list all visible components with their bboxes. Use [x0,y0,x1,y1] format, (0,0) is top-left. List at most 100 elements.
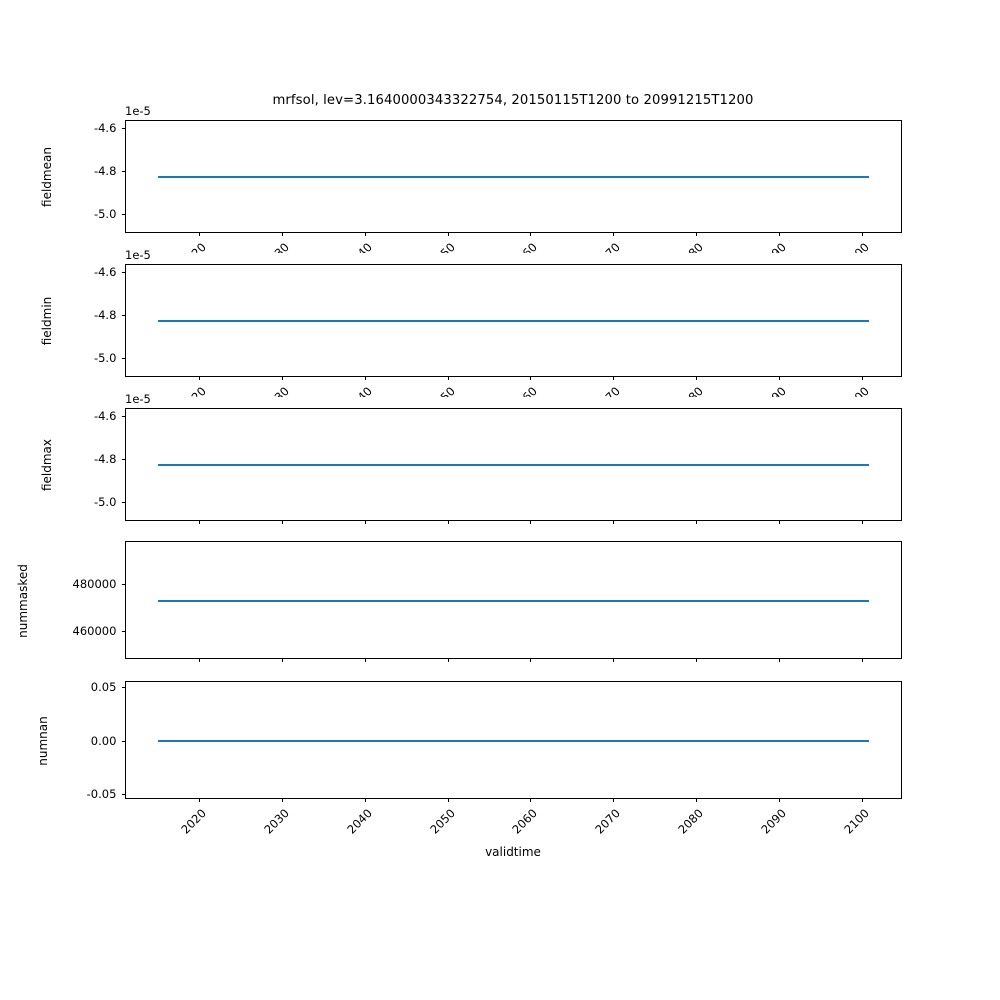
xtick-mark: 2070 [592,658,623,696]
xtick-mark: 2030 [261,658,292,696]
axes-overlap-mask [125,529,902,541]
offset-text-fieldmax: 1e-5 [125,392,151,406]
xtick-mark: 2050 [427,798,458,836]
plot-area-numnan [126,682,901,798]
ylabel-fieldmin: fieldmin [40,296,54,346]
subplot-fieldmin: 1e-5 fieldmin -4.6 -4.8 -5.0 2020 2030 2… [40,248,902,414]
series-line-nummasked [158,600,869,603]
ytick-mark: -4.8 [94,452,126,466]
xtick-mark: 2030 [261,798,292,836]
xtick-label: 2080 [675,805,706,837]
xtick-mark: 2080 [675,232,706,270]
xtick-mark: 2090 [758,658,789,696]
ylabel-nummasked: nummasked [16,564,30,638]
series-line-fieldmax [158,464,869,467]
axes-overlap-mask [125,668,902,681]
xtick-mark: 2060 [509,658,540,696]
xtick-mark: 2100 [841,376,872,414]
ylabel-numnan: numnan [36,716,50,766]
ytick-mark: -4.6 [94,265,126,279]
ytick-label: -4.6 [93,265,117,279]
subplot-nummasked: nummasked 480000 460000 2020 2030 2040 2… [16,541,902,696]
xtick-mark: 2100 [841,520,872,558]
xtick-mark: 2020 [178,658,209,696]
xtick-mark: 2060 [509,520,540,558]
ytick-mark: -5.0 [94,207,126,221]
xtick-mark: 2050 [427,376,458,414]
ytick-mark: -4.8 [94,164,126,178]
xtick-label: 2030 [261,805,292,837]
xtick-mark: 2020 [178,798,209,836]
ytick-mark: -4.6 [94,121,126,135]
xtick-label: 2100 [841,805,872,837]
xtick-mark: 2020 [178,232,209,270]
ylabel-fieldmax: fieldmax [40,438,54,492]
xtick-mark: 2070 [592,232,623,270]
ytick-mark: -5.0 [94,495,126,509]
figure-title: mrfsol, lev=3.1640000343322754, 20150115… [272,93,754,108]
xtick-mark: 2100 [841,658,872,696]
series-line-fieldmin [158,320,869,323]
xtick-mark: 2080 [675,658,706,696]
ytick-mark: -4.6 [94,409,126,423]
series-line-numnan [158,740,869,743]
xtick-mark: 2030 [261,376,292,414]
xtick-mark: 2030 [261,520,292,558]
offset-text-fieldmean: 1e-5 [125,104,151,118]
xtick-mark: 2070 [592,798,623,836]
ytick-label: 480000 [72,577,117,591]
xtick-label: 2050 [427,805,458,837]
xtick-mark: 2020 [178,520,209,558]
ytick-label: -5.0 [93,351,117,365]
xtick-mark: 2100 [841,798,872,836]
xtick-mark: 2080 [675,376,706,414]
xtick-label: 2040 [344,805,375,837]
xtick-mark: 2070 [592,520,623,558]
plot-area-fieldmean [126,121,901,232]
ytick-mark: -4.8 [94,308,126,322]
ytick-label: -4.8 [93,164,117,178]
xtick-mark: 2060 [509,798,540,836]
xtick-mark: 2020 [178,376,209,414]
plot-area-fieldmax [126,409,901,520]
xtick-mark: 2090 [758,520,789,558]
offset-text-fieldmin: 1e-5 [125,248,151,262]
xtick-mark: 2090 [758,798,789,836]
ytick-label: -0.05 [86,787,117,801]
ytick-label: 460000 [72,624,117,638]
axes-overlap-mask [125,253,902,264]
ytick-mark: 460000 [73,624,126,638]
xaxis-label: validtime [485,845,541,859]
xtick-mark: 2050 [427,658,458,696]
subplot-fieldmax: 1e-5 fieldmax -4.6 -4.8 -5.0 2020 2030 2… [40,392,902,558]
subplot-numnan: numnan 0.05 0.00 -0.05 2020 2030 2040 20… [36,680,902,836]
plot-area-fieldmin [126,265,901,376]
xtick-mark: 2040 [344,658,375,696]
xtick-label: 2070 [592,805,623,837]
ytick-mark: 480000 [73,577,126,591]
xtick-mark: 2060 [509,376,540,414]
xtick-mark: 2090 [758,376,789,414]
xtick-mark: 2060 [509,232,540,270]
xtick-label: 2060 [509,805,540,837]
ytick-label: -5.0 [93,207,117,221]
ylabel-fieldmean: fieldmean [40,147,54,207]
plot-area-nummasked [126,542,901,658]
xtick-label: 2090 [758,805,789,837]
ytick-mark: -0.05 [87,787,126,801]
ytick-mark: -5.0 [94,351,126,365]
ytick-label: 0.00 [90,734,117,748]
xtick-mark: 2080 [675,520,706,558]
ytick-label: -4.6 [93,409,117,423]
subplot-fieldmean: 1e-5 fieldmean -4.6 -4.8 -5.0 2020 2030 … [40,104,902,270]
ytick-label: -4.8 [93,308,117,322]
xtick-mark: 2030 [261,232,292,270]
xtick-mark: 2100 [841,232,872,270]
series-line-fieldmean [158,176,869,179]
ytick-label: 0.05 [90,680,117,694]
ytick-mark: 0.05 [91,680,126,694]
ytick-label: -4.6 [93,121,117,135]
xtick-mark: 2090 [758,232,789,270]
axes-overlap-mask [125,397,902,408]
